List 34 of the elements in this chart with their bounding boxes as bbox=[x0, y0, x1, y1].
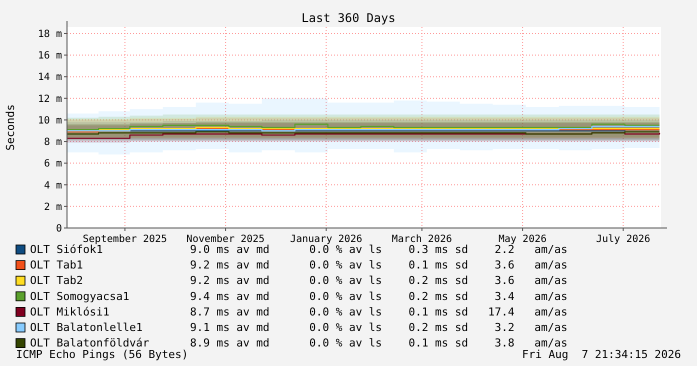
x-tick-label: November 2025 bbox=[186, 234, 265, 245]
text: 9.1 ms av md 0.0 % av ls 0.2 ms sd 3.2 am/as bbox=[190, 321, 568, 334]
text: 9.4 ms av md 0.0 % av ls 0.2 ms sd 3.4 am/as bbox=[190, 290, 568, 303]
y-tick-label: 18 m bbox=[38, 28, 62, 40]
text: 9.2 ms av md 0.0 % av ls 0.2 ms sd 3.6 am/as bbox=[190, 274, 568, 288]
text: ICMP Echo Pings (56 Bytes) bbox=[16, 348, 188, 361]
text: Fri Aug 7 21:34:15 2026 bbox=[522, 348, 681, 361]
legend-label: OLT Somogyacsa1 bbox=[30, 290, 130, 303]
x-tick-label: January 2026 bbox=[290, 234, 362, 245]
y-tick-label: 2 m bbox=[44, 202, 62, 213]
y-tick-label: 12 m bbox=[38, 94, 62, 105]
legend-label: OLT Balatonlelle1 bbox=[30, 321, 143, 334]
legend-label: OLT Balatonföldvár bbox=[30, 336, 150, 350]
legend-label: OLT Tab1 bbox=[30, 258, 83, 272]
y-tick-label: 4 m bbox=[44, 180, 62, 192]
text: 9.0 ms av md 0.0 % av ls 0.3 ms sd 2.2 am/as bbox=[190, 243, 568, 256]
y-axis-title: Seconds bbox=[4, 104, 17, 151]
y-tick-label: 10 m bbox=[38, 115, 62, 126]
x-tick-label: July 2026 bbox=[596, 234, 650, 245]
x-tick-label: March 2026 bbox=[392, 234, 452, 245]
legend-label: OLT Miklósi1 bbox=[30, 305, 110, 318]
y-tick-label: 0 bbox=[56, 224, 62, 234]
text: 8.9 ms av md 0.0 % av ls 0.1 ms sd 3.8 am/as bbox=[190, 336, 568, 350]
y-tick-label: 8 m bbox=[44, 137, 62, 148]
legend-label: OLT Siófok1 bbox=[30, 243, 103, 256]
y-tick-label: 16 m bbox=[38, 50, 62, 62]
text: 8.7 ms av md 0.0 % av ls 0.1 ms sd 17.4 am/as bbox=[190, 305, 568, 318]
y-tick-label: 6 m bbox=[44, 158, 62, 170]
legend-label: OLT Tab2 bbox=[30, 274, 83, 288]
chart-title: Last 360 Days bbox=[302, 11, 396, 25]
text: 9.2 ms av md 0.0 % av ls 0.1 ms sd 3.6 am/as bbox=[190, 258, 568, 272]
x-tick-label: September 2025 bbox=[82, 234, 168, 245]
y-tick-label: 14 m bbox=[38, 72, 62, 84]
x-tick-label: May 2026 bbox=[498, 234, 547, 245]
